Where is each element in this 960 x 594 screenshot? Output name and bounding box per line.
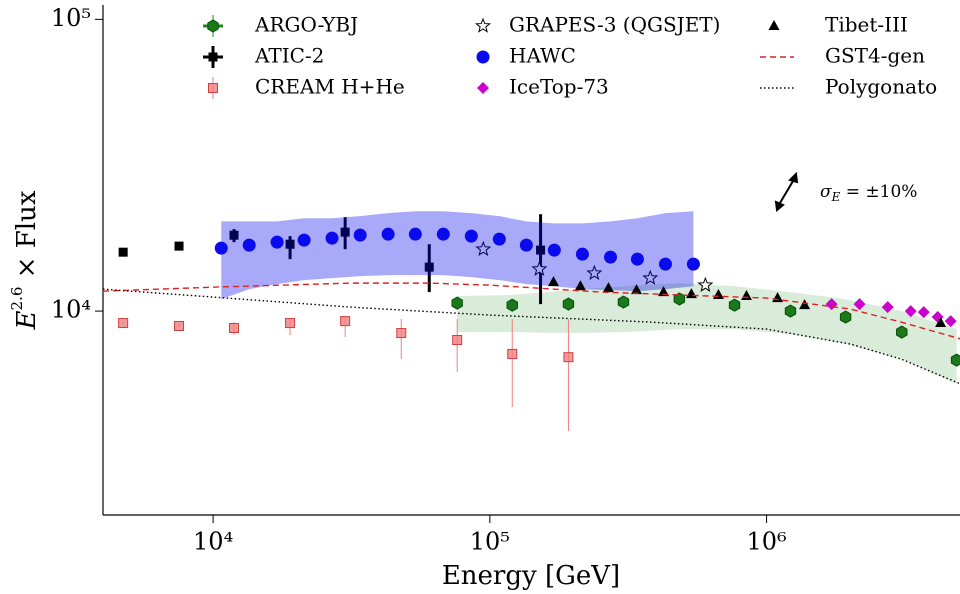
- point: [563, 352, 574, 363]
- y-axis-label: E2.6 × Flux: [8, 190, 42, 330]
- band: [221, 211, 694, 300]
- point: [475, 240, 492, 256]
- point: [174, 320, 185, 331]
- point: [408, 227, 422, 241]
- x-tick-label: 10⁶: [746, 528, 786, 556]
- point: [784, 304, 797, 318]
- point: [492, 232, 506, 246]
- point: [673, 292, 686, 306]
- legend-label: HAWC: [509, 44, 576, 68]
- point: [118, 318, 129, 329]
- band: [457, 283, 957, 385]
- point: [424, 262, 434, 272]
- legend-label: ARGO-YBJ: [254, 13, 358, 37]
- point: [396, 328, 407, 339]
- legend-marker: [207, 19, 219, 33]
- point: [686, 257, 700, 271]
- point: [507, 348, 518, 359]
- x-tick-label: 10⁵: [470, 528, 510, 556]
- point: [917, 306, 930, 319]
- point: [944, 315, 957, 328]
- legend-marker: [208, 83, 218, 93]
- y-tick-label: 10⁵: [51, 4, 91, 32]
- point: [547, 243, 561, 257]
- point: [604, 250, 618, 264]
- point: [658, 286, 670, 297]
- point: [658, 257, 672, 271]
- legend-label: GRAPES-3 (QGSJET): [509, 13, 720, 37]
- legend-label: IceTop-73: [509, 75, 609, 99]
- point: [728, 298, 741, 312]
- point: [229, 230, 239, 240]
- legend-marker: [208, 52, 218, 62]
- y-tick-label: 10⁴: [51, 296, 91, 324]
- point: [270, 235, 284, 249]
- annotation-sigma: σ: [820, 182, 832, 202]
- x-tick-label: 10⁴: [193, 528, 233, 556]
- point: [214, 241, 228, 255]
- point: [381, 227, 395, 241]
- point: [325, 231, 339, 245]
- point: [464, 229, 478, 243]
- point: [285, 318, 296, 329]
- point: [297, 233, 311, 247]
- point: [340, 316, 351, 327]
- point: [586, 264, 603, 280]
- legend-marker: [768, 20, 780, 30]
- point: [519, 238, 533, 252]
- y-label-exp: 2.6: [8, 287, 26, 311]
- point: [452, 334, 463, 345]
- point: [229, 323, 240, 334]
- x-axis-label: Energy [GeV]: [442, 561, 620, 591]
- point: [799, 299, 811, 310]
- legend-marker: [475, 17, 491, 33]
- point: [242, 238, 256, 252]
- legend-marker: [477, 82, 489, 94]
- point: [630, 252, 644, 266]
- y-label-base: E: [12, 310, 42, 330]
- point: [531, 260, 548, 276]
- sigma-arrow: [774, 171, 799, 212]
- annotation-rest: = ±10%: [840, 182, 917, 202]
- point: [697, 276, 714, 292]
- legend-label: GST4-gen: [825, 44, 925, 68]
- point: [602, 282, 614, 293]
- point: [506, 298, 518, 312]
- point: [904, 305, 917, 318]
- annotation: σE = ±10%: [820, 182, 917, 204]
- y-label-rest: × Flux: [12, 190, 42, 286]
- point: [536, 245, 546, 255]
- point: [853, 298, 866, 311]
- legend-label: ATIC-2: [254, 44, 324, 68]
- legend-label: Tibet-III: [825, 13, 908, 37]
- point: [174, 241, 184, 251]
- point: [950, 353, 960, 367]
- point: [340, 227, 350, 237]
- point: [436, 227, 450, 241]
- point: [118, 247, 128, 257]
- point: [285, 239, 295, 249]
- point: [896, 325, 908, 339]
- point: [575, 247, 589, 261]
- point: [935, 317, 947, 328]
- point: [617, 295, 630, 309]
- line: [102, 282, 960, 340]
- point: [353, 228, 367, 242]
- line: [102, 288, 960, 385]
- point: [630, 284, 642, 295]
- annotation-sub: E: [831, 190, 841, 204]
- legend-label: CREAM H+He: [255, 75, 405, 99]
- point: [451, 296, 463, 310]
- point: [574, 280, 586, 291]
- legend-label: Polygonato: [825, 75, 937, 99]
- point: [881, 301, 894, 314]
- legend-marker: [476, 50, 490, 64]
- point: [839, 310, 852, 324]
- point: [642, 269, 659, 285]
- point: [562, 297, 575, 311]
- point: [547, 276, 559, 287]
